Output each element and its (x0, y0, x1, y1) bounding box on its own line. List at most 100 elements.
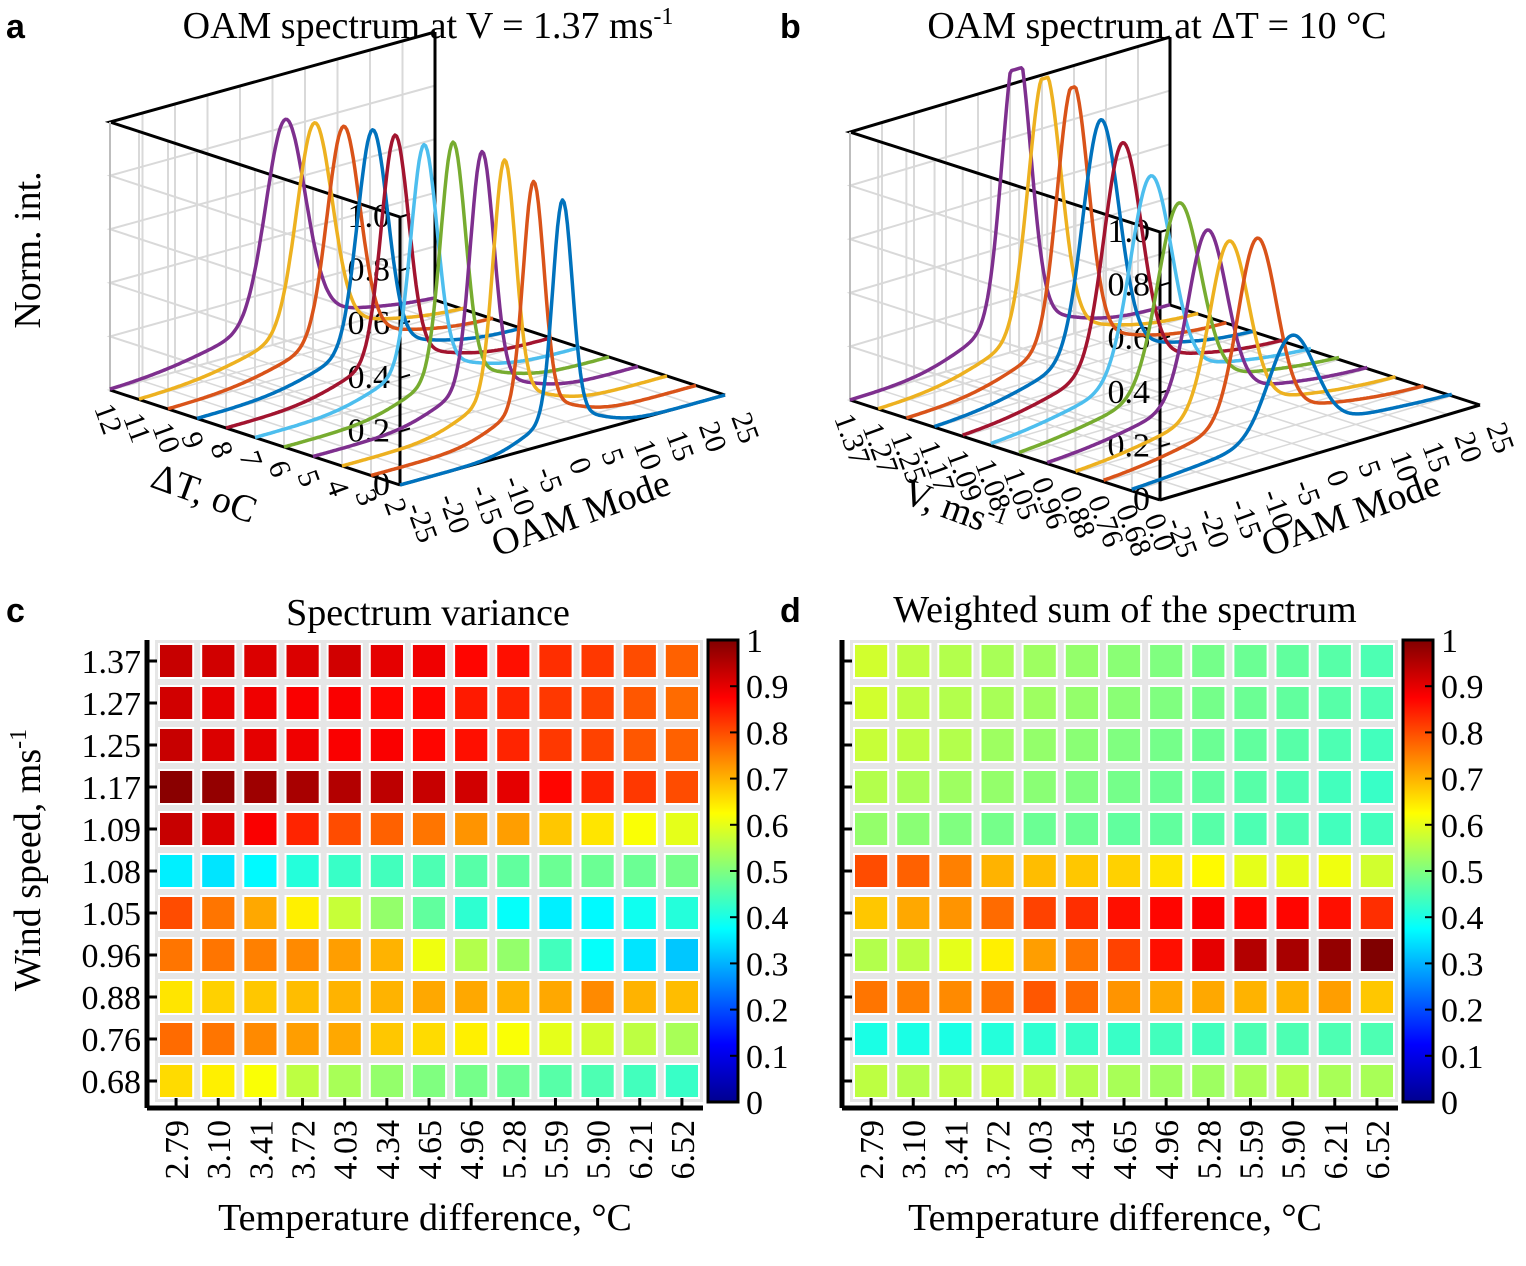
panel-b-x-axis (1169, 303, 1481, 407)
panel-c-y-tick-label: 0.76 (82, 1022, 142, 1059)
panel-d-colorbar-tick-label: 0.7 (1441, 762, 1484, 799)
panel-d-heat-cell (853, 895, 890, 931)
panel-d-heat-cell (1190, 1063, 1227, 1099)
panel-c-heat-cell (495, 811, 532, 847)
panel-d-heat-cell (1274, 643, 1311, 679)
panel-b-series-line (1046, 228, 1368, 465)
panel-c-heat-cell (284, 727, 321, 763)
panel-d-x-tick-label: 5.59 (1234, 1120, 1271, 1180)
panel-d-heat-cell (1063, 769, 1101, 805)
panel-d-heat-cell (1105, 643, 1143, 679)
panel-d-heat-cell (1316, 853, 1353, 889)
panel-d-heat-cell (1274, 853, 1311, 889)
panel-c-heat-cell (579, 979, 616, 1015)
panel-c-heat-cell (410, 811, 448, 847)
panel-d-heat-cell (1021, 685, 1058, 721)
panel-d-heat-cell (1316, 979, 1353, 1015)
panel-d-colorbar-tick-label: 0.1 (1441, 1039, 1484, 1076)
panel-d-heat-cell (853, 685, 890, 721)
panel-d-heat-cell (1021, 937, 1058, 973)
panel-c-heat-cell (663, 1021, 700, 1057)
panel-b-series-line (849, 66, 1171, 402)
panel-c-heat-cell (158, 769, 195, 805)
panel-d-heat-cell (1021, 769, 1058, 805)
panel-c-heat-cell (284, 937, 321, 973)
panel-d-heat-cell (1148, 727, 1185, 763)
panel-c-heat-cell (242, 811, 279, 847)
panel-d-heat-cell (1274, 979, 1311, 1015)
panel-c-heat-cell (200, 895, 237, 931)
panel-c-x-tick-label: 2.79 (159, 1120, 196, 1180)
panel-c-heat-cell (621, 685, 658, 721)
panel-c-heat-cell (621, 643, 658, 679)
panel-d-heat-cell (1021, 1021, 1058, 1057)
panel-b-series-line (1018, 201, 1340, 455)
panel-c-x-tick-label: 3.72 (286, 1120, 323, 1180)
panel-c-heat-cell (537, 727, 574, 763)
panel-c-y-tick-label: 0.68 (82, 1064, 142, 1101)
panel-d-heat-cell (1063, 937, 1101, 973)
panel-c-heat-cell (284, 685, 321, 721)
panel-d-heat-cell (1274, 937, 1311, 973)
panel-d-heat-cell (1063, 895, 1101, 931)
panel-a-z-tick-mark (399, 373, 411, 379)
panel-d-heat-cell (1190, 685, 1227, 721)
panel-d-heat-cell (1063, 685, 1101, 721)
panel-c-heat-cell (621, 979, 658, 1015)
panel-d-heat-cell (1190, 895, 1227, 931)
panel-b-series-line (1131, 333, 1453, 491)
panel-c-heat-cell (158, 1063, 195, 1099)
panel-d-heat-cell (1316, 643, 1353, 679)
panel-d-heat-cell (979, 1021, 1016, 1057)
panel-c-heat-cell (663, 769, 700, 805)
panel-b-floor-gridline (906, 322, 1227, 419)
panel-c-plot: 1.371.271.251.171.091.081.050.960.880.76… (82, 623, 789, 1180)
panel-d-heat-cell (853, 1021, 890, 1057)
panel-c-heat-cell (537, 643, 574, 679)
panel-b-floor-gridline (1047, 367, 1368, 465)
panel-d-heat-cell (1105, 811, 1143, 847)
panel-c-x-tick-label: 5.90 (581, 1120, 618, 1180)
panel-d-heat-cell (1358, 1021, 1396, 1057)
panel-c-heat-cell (158, 643, 195, 679)
panel-c-x-tick-label: 6.21 (623, 1120, 660, 1180)
panel-c-y-tick-label: 1.08 (82, 854, 142, 891)
panel-c-heat-cell (579, 769, 616, 805)
panel-c-heat-cell (242, 1063, 279, 1099)
panel-c-heat-cell (326, 643, 363, 679)
panel-d-heat-cell (1190, 769, 1227, 805)
panel-c-heat-cell (326, 937, 363, 973)
panel-d-heat-cell (1105, 979, 1143, 1015)
panel-c-heat-cell (453, 685, 490, 721)
panel-c-heat-cell (453, 769, 490, 805)
panel-d-x-tick-label: 4.65 (1107, 1120, 1144, 1180)
panel-b-floor-gridline (1103, 386, 1424, 483)
panel-c-y-tick-label: 0.96 (82, 938, 142, 975)
panel-d-heat-cell (1148, 979, 1185, 1015)
panel-c-colorbar-tick-label: 0.6 (746, 808, 789, 845)
panel-c-heat-cell (579, 895, 616, 931)
panel-d-x-tick-label: 4.34 (1065, 1120, 1102, 1180)
panel-d-heat-cell (1063, 643, 1101, 679)
panel-d-heat-cell (1274, 1021, 1311, 1057)
panel-d-x-tick-label: 4.96 (1149, 1120, 1186, 1180)
panel-d-heat-cell (1358, 937, 1396, 973)
panel-c-heat-cell (663, 811, 700, 847)
panel-d-heat-cell (1232, 769, 1269, 805)
panel-d-heat-cell (1190, 1021, 1227, 1057)
panel-c-heat-cell (453, 895, 490, 931)
panel-c-heat-cell (158, 853, 195, 889)
panel-d-colorbar-tick-label: 0.4 (1441, 900, 1484, 937)
panel-d-heat-cell (1105, 727, 1143, 763)
panel-c-heat-cell (242, 1021, 279, 1057)
panel-d-heat-cell (1063, 1063, 1101, 1099)
panel-d-heat-cell (1105, 853, 1143, 889)
panel-c-x-tick-label: 4.96 (454, 1120, 491, 1180)
panel-c-heat-cell (284, 979, 321, 1015)
panel-b-back-floor-edge (849, 398, 1161, 502)
panel-c-heat-cell (410, 769, 448, 805)
panel-c-x-tick-label: 3.41 (243, 1120, 280, 1180)
panel-letter-b: b (780, 8, 801, 46)
panel-d-heat-cell (1274, 727, 1311, 763)
panel-b-floor-gridline (1009, 351, 1321, 454)
